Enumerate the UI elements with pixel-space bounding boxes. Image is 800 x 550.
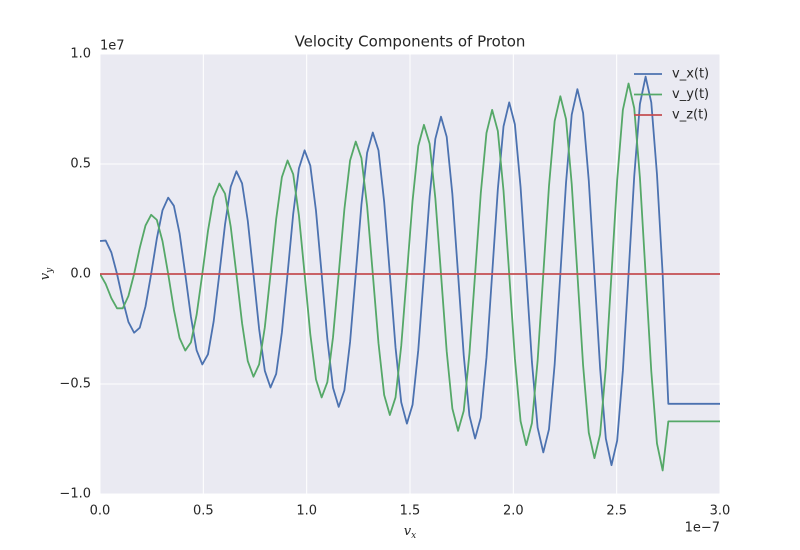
x-tick-label: 0.0 (90, 504, 111, 519)
x-tick-label: 1.5 (400, 504, 421, 519)
x-axis-label-base: v (404, 524, 412, 539)
legend: v_x(t) v_y(t) v_z(t) (634, 67, 709, 123)
series-line (100, 82, 720, 472)
y-tick-label: −0.5 (59, 377, 91, 392)
legend-label: v_y(t) (672, 87, 709, 102)
y-axis-label-sub: y (45, 267, 55, 274)
series-line (100, 75, 720, 467)
y-tick-label: 1.0 (70, 47, 91, 62)
y-tick-label: −1.0 (59, 487, 91, 502)
x-tick-label: 0.5 (193, 504, 214, 519)
y-tick-label: 0.0 (70, 267, 91, 282)
x-offset-label: 1e−7 (685, 521, 720, 536)
x-axis-label: vx (404, 524, 416, 541)
y-tick-label: 0.5 (70, 157, 91, 172)
lines (100, 75, 720, 472)
y-offset-label: 1e7 (100, 39, 125, 54)
x-tick-label: 1.0 (296, 504, 317, 519)
legend-label: v_z(t) (672, 108, 708, 123)
x-axis-label-sub: x (411, 531, 416, 541)
y-axis-label-base: v (38, 272, 53, 280)
x-tick-label: 3.0 (710, 504, 731, 519)
y-axis-label: vy (38, 267, 55, 280)
legend-label: v_x(t) (672, 67, 709, 82)
x-tick-label: 2.5 (606, 504, 627, 519)
chart-title: Velocity Components of Proton (295, 33, 526, 51)
x-tick-label: 2.0 (503, 504, 524, 519)
